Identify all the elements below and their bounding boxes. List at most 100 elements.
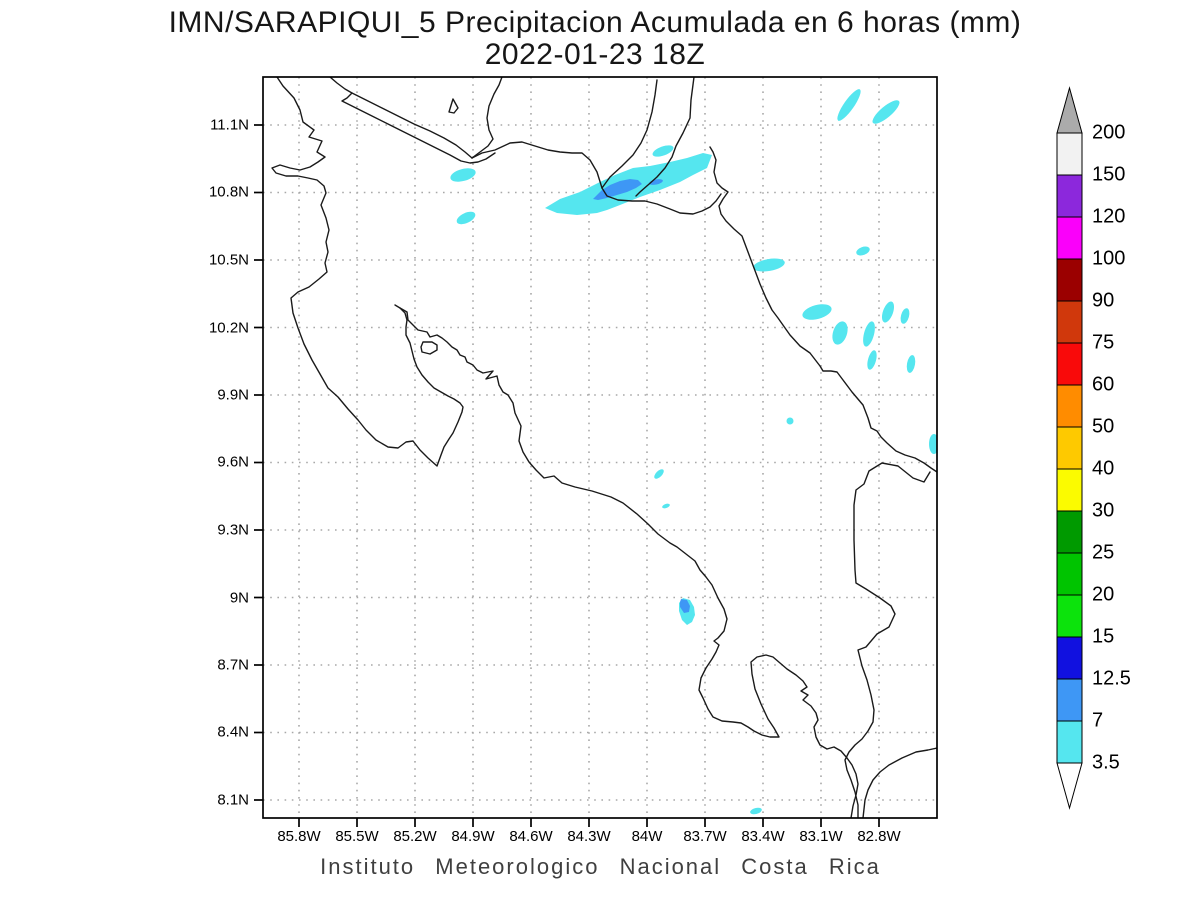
lon-tick-label: 84.3W [567,828,611,845]
lon-tick-label: 85.8W [277,828,321,845]
precip-spot [450,168,476,182]
colorbar-label: 20 [1092,583,1115,606]
colorbar-label: 120 [1092,205,1126,228]
precip-spot [863,321,875,347]
precip-spot [456,211,476,225]
precip-spot [837,89,861,121]
lat-tick-label: 8.4N [217,723,249,741]
lake-island [448,98,459,114]
border-panama [844,462,931,818]
colorbar-label: 15 [1092,625,1115,648]
colorbar-label: 200 [1092,121,1126,144]
colorbar-label: 12.5 [1092,667,1131,690]
lat-tick-label: 10.2N [208,319,249,337]
colorbar-over-arrow [1056,86,1083,134]
grid-lines [263,77,937,818]
colorbar-label: 75 [1092,331,1115,354]
rio-colorado-branch [635,77,695,197]
precip-spot [872,100,900,124]
lat-tick-label: 10.5N [208,251,249,269]
coastline-gulf-east [399,307,859,818]
colorbar-box [1056,132,1083,176]
page-subtitle-datetime: 2022-01-23 18Z [484,38,706,71]
precip-spot [856,246,870,256]
precip-core-band [593,179,642,200]
precip-spot [802,304,832,320]
lon-tick-label: 85.5W [335,828,379,845]
colorbar [1056,86,1083,810]
border-nicaragua-east [601,187,722,215]
colorbar-label: 100 [1092,247,1126,270]
isla-chira [420,341,438,355]
lat-tick-label: 8.1N [217,791,249,809]
colorbar-box [1056,510,1083,554]
colorbar-box [1056,594,1083,638]
colorbar-label: 90 [1092,289,1115,312]
precip-spot [786,417,794,425]
precip-spot [867,350,877,370]
lat-tick-label: 11.1N [210,116,249,134]
lon-ticks [298,818,880,827]
colorbar-box [1056,216,1083,260]
colorbar-box [1056,426,1083,470]
colorbar-box [1056,174,1083,218]
colorbar-box [1056,468,1083,512]
colorbar-box [1056,636,1083,680]
lat-ticks [254,124,263,801]
lon-tick-label: 83.4W [741,828,785,845]
colorbar-label: 40 [1092,457,1115,480]
colorbar-box [1056,342,1083,386]
precip-spot [662,503,670,509]
lon-tick-label: 85.2W [393,828,437,845]
colorbar-label: 60 [1092,373,1115,396]
colorbar-box [1056,300,1083,344]
border-nicaragua-west [341,92,496,164]
precip-spot [832,321,848,345]
precip-spot [654,469,664,479]
precip-spot [906,355,916,373]
precip-spot [753,258,785,272]
colorbar-box [1056,258,1083,302]
map-frame [254,76,938,827]
coastline-caribbean [709,146,937,473]
lat-tick-label: 9.6N [217,453,249,471]
colorbar-label: 3.5 [1092,751,1120,774]
precip-level-7-12.5 [593,179,690,613]
coastline-pacific [271,77,464,467]
precipitation-shading [450,89,937,815]
colorbar-label: 7 [1092,709,1104,732]
precip-spot [881,301,895,323]
lon-tick-label: 84W [631,828,663,845]
precip-spot [652,145,674,157]
colorbar-box [1056,552,1083,596]
rio-san-juan-east [471,79,658,189]
coastline-panama-pacific [862,747,937,818]
page-title: IMN/SARAPIQUI_5 Precipitacion Acumulada … [168,6,1022,39]
colorbar-label: 50 [1092,415,1115,438]
coastline [271,77,937,818]
colorbar-box [1056,678,1083,722]
precip-core-spot [680,599,690,613]
colorbar-box [1056,384,1083,428]
lon-tick-label: 84.9W [451,828,495,845]
lon-tick-label: 82.8W [857,828,901,845]
lon-tick-label: 83.1W [799,828,843,845]
lat-tick-label: 9.9N [217,386,249,404]
colorbar-label: 150 [1092,163,1126,186]
lat-tick-label: 9.3N [217,521,249,539]
colorbar-label: 30 [1092,499,1115,522]
lon-tick-label: 84.6W [509,828,553,845]
institution-footer: Instituto Meteorologico Nacional Costa R… [320,854,881,879]
lon-tick-label: 83.7W [683,828,727,845]
lat-tick-label: 8.7N [217,656,249,674]
colorbar-under-arrow [1056,762,1083,810]
colorbar-box [1056,720,1083,764]
lat-tick-label: 9N [229,589,249,607]
colorbar-label: 25 [1092,541,1115,564]
precip-spot [900,308,910,324]
lake-nicaragua-shore [329,77,473,159]
precip-spot [929,434,937,454]
rio-san-juan-north [471,77,503,159]
